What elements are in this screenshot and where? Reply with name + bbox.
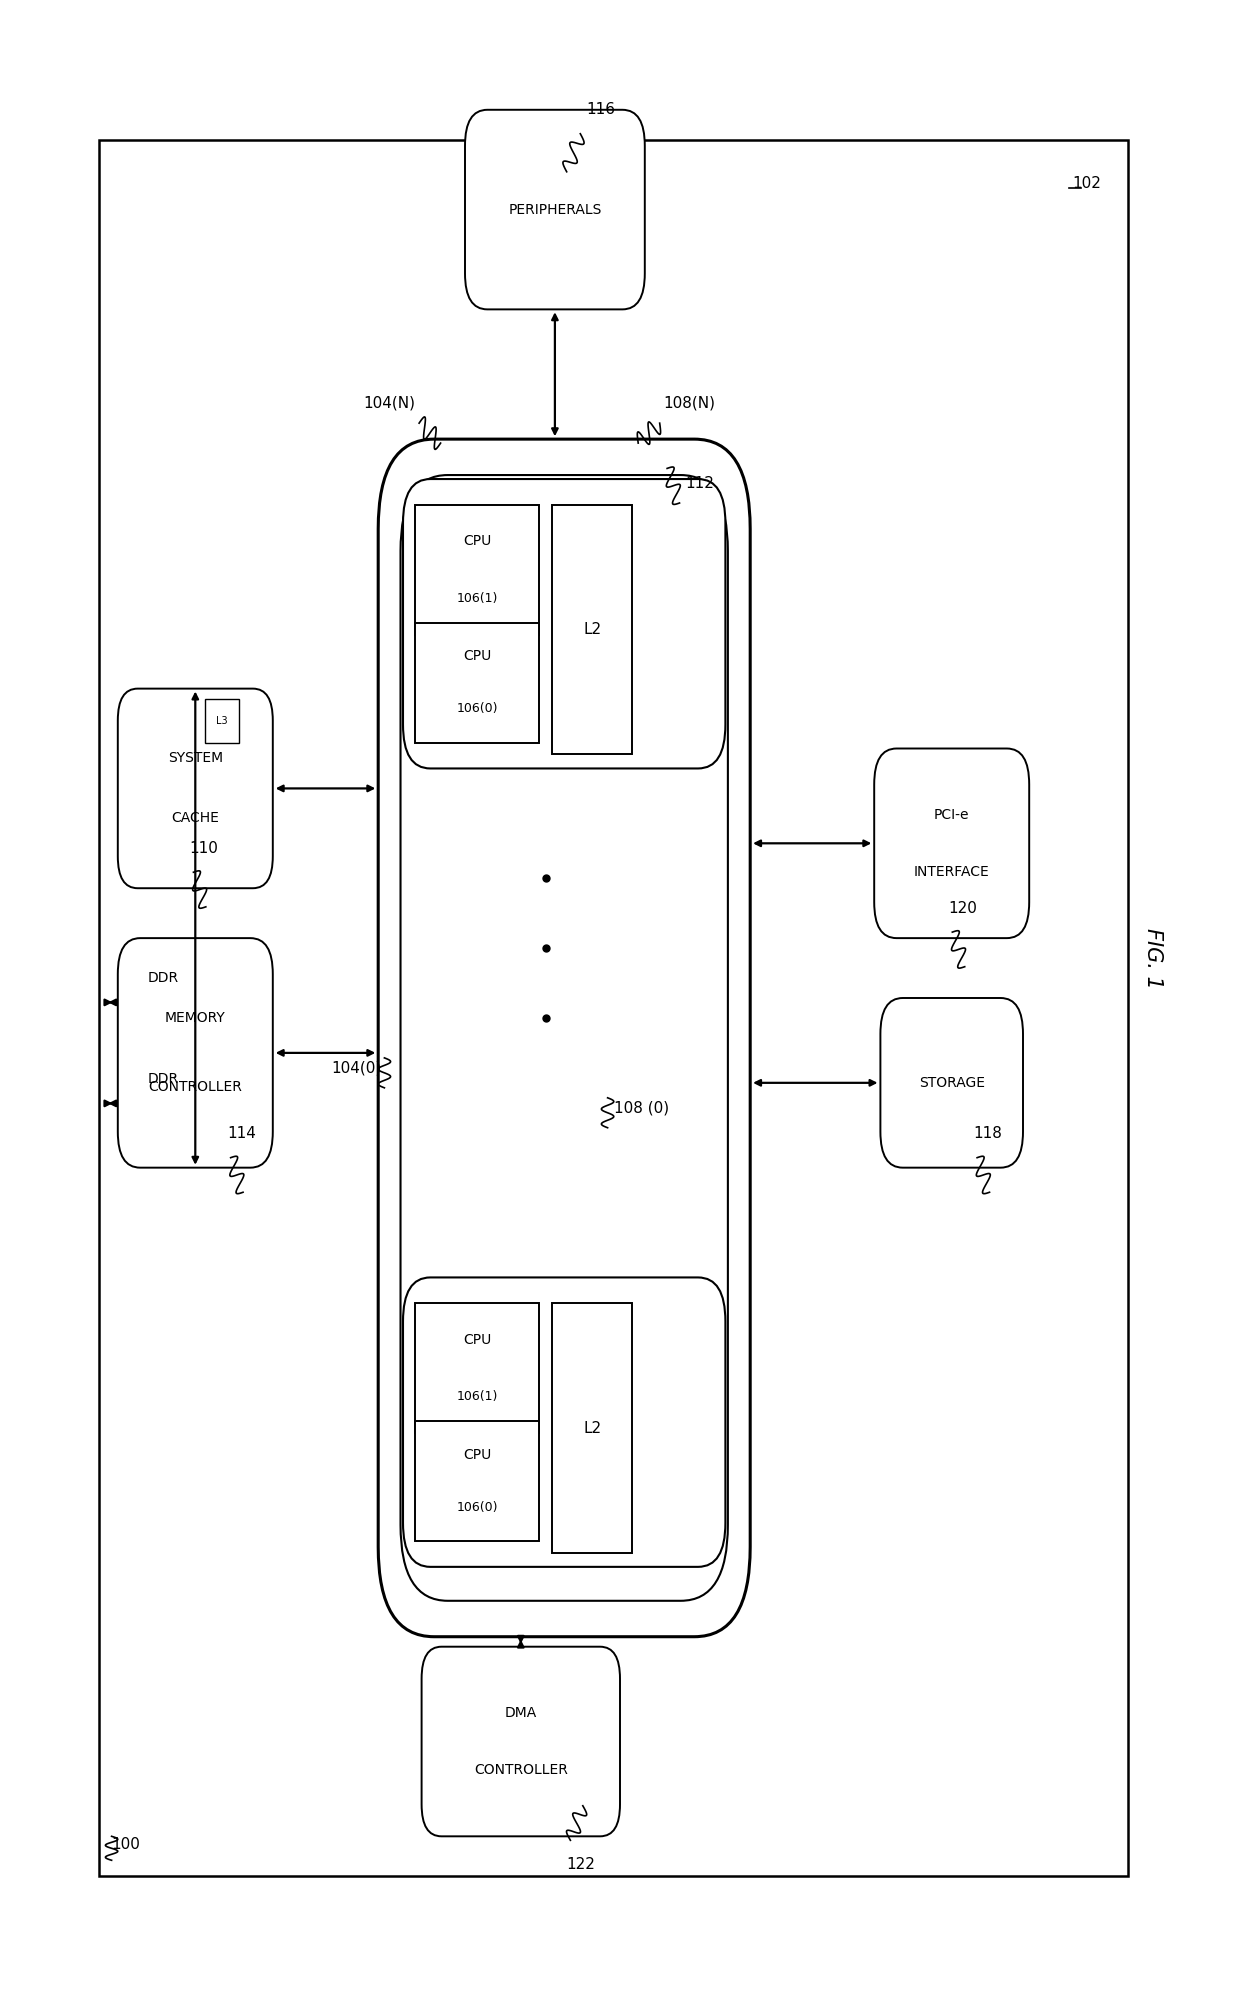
Text: FIG. 1: FIG. 1 bbox=[1143, 928, 1163, 988]
Text: 106(0): 106(0) bbox=[456, 703, 498, 715]
Text: 104(N): 104(N) bbox=[363, 395, 415, 411]
Text: CACHE: CACHE bbox=[171, 810, 219, 826]
Bar bbox=[415, 623, 539, 743]
Bar bbox=[205, 699, 239, 743]
Text: INTERFACE: INTERFACE bbox=[914, 864, 990, 878]
FancyBboxPatch shape bbox=[401, 475, 728, 1601]
Text: 106(1): 106(1) bbox=[456, 1391, 498, 1403]
Text: STORAGE: STORAGE bbox=[919, 1076, 985, 1090]
Text: PERIPHERALS: PERIPHERALS bbox=[508, 202, 601, 218]
Text: 112: 112 bbox=[686, 475, 714, 491]
Text: 116: 116 bbox=[587, 102, 615, 118]
Text: 106(1): 106(1) bbox=[456, 593, 498, 605]
Text: CONTROLLER: CONTROLLER bbox=[149, 1080, 242, 1094]
Text: PCI-e: PCI-e bbox=[934, 808, 970, 822]
Text: SYSTEM: SYSTEM bbox=[167, 750, 223, 766]
Text: 120: 120 bbox=[949, 900, 977, 916]
Text: CPU: CPU bbox=[464, 1333, 491, 1347]
Text: L3: L3 bbox=[216, 715, 228, 727]
Bar bbox=[415, 1303, 539, 1433]
FancyBboxPatch shape bbox=[403, 479, 725, 768]
Text: CPU: CPU bbox=[464, 649, 491, 663]
Text: 114: 114 bbox=[227, 1126, 255, 1142]
Text: 104(0): 104(0) bbox=[331, 1060, 382, 1076]
FancyBboxPatch shape bbox=[378, 439, 750, 1637]
Text: 106(0): 106(0) bbox=[456, 1501, 498, 1513]
Bar bbox=[552, 505, 632, 754]
FancyBboxPatch shape bbox=[422, 1647, 620, 1836]
Text: 110: 110 bbox=[190, 840, 218, 856]
FancyBboxPatch shape bbox=[403, 1277, 725, 1567]
Text: 122: 122 bbox=[567, 1856, 595, 1872]
Text: CPU: CPU bbox=[464, 1447, 491, 1461]
Bar bbox=[415, 1421, 539, 1541]
FancyBboxPatch shape bbox=[880, 998, 1023, 1168]
Text: 102: 102 bbox=[1073, 176, 1101, 192]
Text: 108(N): 108(N) bbox=[663, 395, 715, 411]
Text: L2: L2 bbox=[583, 623, 601, 637]
Bar bbox=[99, 140, 1128, 1876]
Text: 108 (0): 108 (0) bbox=[614, 1100, 668, 1116]
FancyBboxPatch shape bbox=[118, 689, 273, 888]
Text: CPU: CPU bbox=[464, 535, 491, 549]
Text: 118: 118 bbox=[973, 1126, 1002, 1142]
Text: MEMORY: MEMORY bbox=[165, 1012, 226, 1026]
Text: CONTROLLER: CONTROLLER bbox=[474, 1762, 568, 1776]
Text: DDR: DDR bbox=[148, 972, 180, 986]
FancyBboxPatch shape bbox=[874, 748, 1029, 938]
Text: DDR: DDR bbox=[148, 1072, 180, 1086]
Bar bbox=[552, 1303, 632, 1553]
FancyBboxPatch shape bbox=[465, 110, 645, 309]
Text: DMA: DMA bbox=[505, 1707, 537, 1721]
Text: L2: L2 bbox=[583, 1421, 601, 1435]
FancyBboxPatch shape bbox=[118, 938, 273, 1168]
Bar bbox=[415, 505, 539, 635]
Text: 100: 100 bbox=[112, 1836, 140, 1852]
